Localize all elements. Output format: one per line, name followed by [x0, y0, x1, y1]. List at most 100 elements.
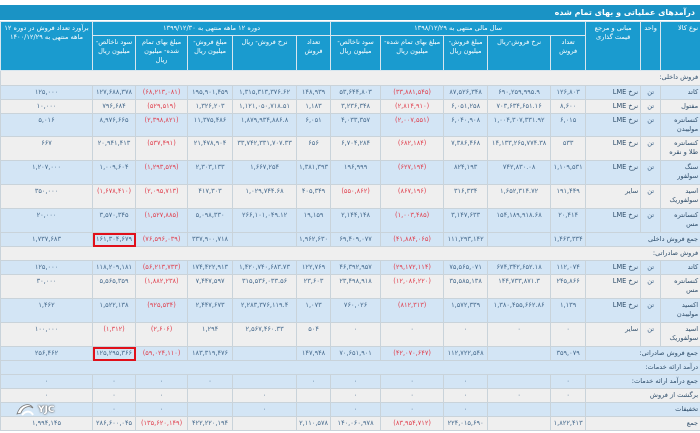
- header-unit: واحد: [640, 21, 662, 71]
- fy1398-cell: ۱,۱۳۹: [550, 298, 587, 323]
- fy1399-cell: ۱,۲۹۴: [187, 322, 234, 347]
- fy1399-cell: (۲,۶۰۶): [135, 322, 189, 347]
- fy1398-cell: ۰: [443, 374, 489, 389]
- fy1398-cell: ۰: [380, 402, 445, 417]
- fy1399-cell: ۲,۲۸۳,۳۷۶,۱۱۹.۴: [232, 298, 298, 323]
- fy1398-cell: ۳,۱۴۷,۶۳۳: [443, 208, 489, 233]
- yjc-emblem-icon: [16, 404, 34, 416]
- fy1399-cell: ۰: [296, 374, 332, 389]
- fy1399-cell: ۱,۹۶۲,۶۳۰: [296, 232, 332, 247]
- fy1399-cell: ۵,۵۶۵,۳۵۹: [91, 274, 137, 299]
- fy1398-cell: ۶,۰۱۵: [550, 113, 587, 137]
- fy1398-cell: ۱۱۱,۲۹۳,۱۴۲: [443, 232, 489, 247]
- forecast-cell: ۲۵۶,۴۶۲: [0, 346, 93, 361]
- row-label: کاتد: [660, 85, 700, 100]
- fy1399-cell: ۴۰۵,۳۴۹: [296, 184, 332, 209]
- section-row: درآمد ارائه خدمات:: [0, 360, 700, 375]
- row-label: مفتول: [660, 99, 700, 114]
- fy1399-cell: ۱,۳۲۶,۲۰۳: [187, 99, 234, 114]
- row-label: کاتد: [660, 260, 700, 275]
- fy1398-cell: ۷۵,۵۶۵,۰۷۱: [443, 260, 489, 275]
- fy1399-cell: ۳۳,۷۴۲,۳۳۱,۷۰۷.۳۳: [232, 136, 298, 161]
- fy1398-cell: ۴,۰۳۳,۳۵۷: [330, 113, 382, 137]
- fy1398-cell: ۰: [330, 388, 382, 403]
- unit-cell: تن: [640, 260, 662, 275]
- fy1399-cell: [232, 374, 298, 389]
- fy1399-cell: ۲۱,۴۷۸,۹۰۴: [187, 136, 234, 161]
- fy1398-cell: ۱۲۶,۸۰۳: [550, 85, 587, 100]
- fy1399-cell: ۰: [91, 402, 137, 417]
- fy1399-cell: ۰: [135, 388, 189, 403]
- fy1399-cell: [296, 402, 332, 417]
- fy1399-cell: ۱,۰۲۹,۷۴۴.۶۸: [232, 184, 298, 209]
- forecast-cell: ۱۲۵,۰۰۰: [0, 260, 93, 275]
- fy1398-cell: ۱۹۶,۹۹۹: [330, 160, 382, 185]
- unit-cell: تن: [640, 160, 662, 185]
- header-product-type: نوع کالا: [660, 21, 700, 71]
- forecast-cell: ۵,۰۱۶: [0, 113, 93, 137]
- header-sub-1398-col-3: مبلغ بهای تمام شده- میلیون ریال: [380, 35, 445, 71]
- fy1399-cell: ۰: [135, 402, 189, 417]
- row-label: کنسانتره مس: [660, 208, 700, 233]
- fy1399-cell: ۲۸۶,۶۰۰,۰۴۵: [91, 416, 137, 431]
- fy1399-cell: ۱,۰۰۹,۶۰۴: [91, 160, 137, 185]
- header-period-1399: دوره ۱۲ ماهه منتهی به ۱۳۹۹/۱۲/۳۰: [91, 21, 332, 36]
- fy1399-cell: ۱۲۷,۶۸۸,۳۷۸: [91, 85, 137, 100]
- fy1399-cell: [187, 388, 234, 403]
- forecast-cell: ۱,۹۹۴,۱۴۵: [0, 416, 93, 431]
- table-row: کنسانتره طلا و نقره تن نرخ LME ۵۳۳ ۱۴,۱۳۳,۲۶…: [0, 136, 700, 161]
- fy1399-cell: ۱۲۲,۷۶۹: [296, 260, 332, 275]
- forecast-cell: ۳۰,۰۰۰: [0, 274, 93, 299]
- fy1399-cell: ۰: [187, 374, 234, 389]
- forecast-cell: ۱۲۵,۰۰۰: [0, 85, 93, 100]
- fy1398-cell: ۰: [330, 402, 382, 417]
- fy1399-cell: ۲,۴۴۷,۶۷۳: [187, 298, 234, 323]
- fy1398-cell: ۱,۰۰۴,۳۰۷,۳۳۱.۹۲: [487, 113, 552, 137]
- fy1399-cell: ۱۹,۱۵۹: [296, 208, 332, 233]
- fy1398-cell: ۰: [550, 322, 587, 347]
- fy1398-cell: [487, 416, 552, 431]
- header-sub-1398-col-2: مبلغ فروش- میلیون ریال: [443, 35, 489, 71]
- fy1399-cell: ۱,۱۲۱,۰۵۰,۷۱۸.۵۱: [232, 99, 298, 114]
- fy1398-cell: ۲۰,۴۱۴: [550, 208, 587, 233]
- table-row: اسید سولفوریک تن سایر ۰ ۰ ۰ ۰ ۰ ۵۰۴ ۲,۵۶۷,۴۶۰.۳۳ ۱…: [0, 322, 700, 347]
- fy1399-cell: ۱,۰۷۳: [296, 298, 332, 323]
- fy1398-cell: ۲۲۴,۰۱۵,۶۹۰: [443, 416, 489, 431]
- header-sub-1398-col-0: تعداد فروش: [550, 35, 587, 71]
- fy1398-cell: ۳۵۹,۰۷۹: [550, 346, 587, 361]
- pricing-basis-cell: نرخ LME: [585, 298, 642, 323]
- table-row: مفتول تن نرخ LME ۸,۶۰۰ ۷۰۳,۶۳۴,۶۵۱.۱۶ ۶,۰۵۱,۲…: [0, 99, 700, 114]
- total-row: تخفیفات ۰ ۰ ۰ ۰ ۰ ۰: [0, 402, 700, 417]
- unit-cell: تن: [640, 208, 662, 233]
- forecast-cell: ۲۰,۰۰۰: [0, 208, 93, 233]
- forecast-cell: ۳۵۰,۰۰۰: [0, 184, 93, 209]
- fy1399-cell: (۱,۶۷۸,۴۱۰): [91, 184, 137, 209]
- fy1398-cell: (۳۳,۸۸۱,۵۴۵): [380, 85, 445, 100]
- fy1398-cell: (۶۲۷,۱۹۴): [380, 160, 445, 185]
- fy1399-cell: ۰: [91, 388, 137, 403]
- row-label: جمع فروش داخلی: [585, 232, 700, 247]
- fy1399-cell: ۷,۴۴۷,۵۹۷: [187, 274, 234, 299]
- fy1399-cell: (۱,۲۹۳,۵۲۹): [135, 160, 189, 185]
- fy1398-cell: ۰: [550, 374, 587, 389]
- row-label: کنسانتره مس: [660, 274, 700, 299]
- fy1398-cell: ۱,۳۸۰,۴۵۵,۶۶۲.۸۶: [487, 298, 552, 323]
- fy1399-cell: (۱,۳۱۲): [91, 322, 137, 347]
- pricing-basis-cell: نرخ LME: [585, 260, 642, 275]
- fy1399-cell: (۵۹,۰۲۴,۱۱۰): [135, 346, 189, 361]
- row-label: سنگ سولفور: [660, 160, 700, 185]
- fy1398-cell: ۰: [487, 388, 552, 403]
- fy1398-cell: ۶۹۰,۲۵۹,۹۹۵.۹: [487, 85, 552, 100]
- fy1399-cell: ۱,۴۲۰,۷۴۰,۶۸۳.۷۳: [232, 260, 298, 275]
- fy1398-cell: (۸۶۷,۱۹۶): [380, 184, 445, 209]
- total-row: جمع درآمد ارائه خدمات: ۰ ۰ ۰ ۰ ۰ ۰ ۰ ۰ ۰: [0, 374, 700, 389]
- fy1398-cell: ۴۶,۳۹۲,۹۵۷: [330, 260, 382, 275]
- watermark-text: YJC: [38, 405, 55, 415]
- table-row: سنگ سولفور تن نرخ LME ۱,۱۰۹,۵۳۱ ۷۴۲,۸۳۰.۰۸ ۸۲…: [0, 160, 700, 185]
- fy1399-cell: ۳,۵۷۰,۳۴۵: [91, 208, 137, 233]
- pricing-basis-cell: سایر: [585, 322, 642, 347]
- fy1398-cell: ۸,۶۰۰: [550, 99, 587, 114]
- fy1398-cell: ۰: [380, 374, 445, 389]
- fy1398-cell: ۶۹,۴۰۹,۰۷۷: [330, 232, 382, 247]
- row-label: اسید سولفوریک: [660, 322, 700, 347]
